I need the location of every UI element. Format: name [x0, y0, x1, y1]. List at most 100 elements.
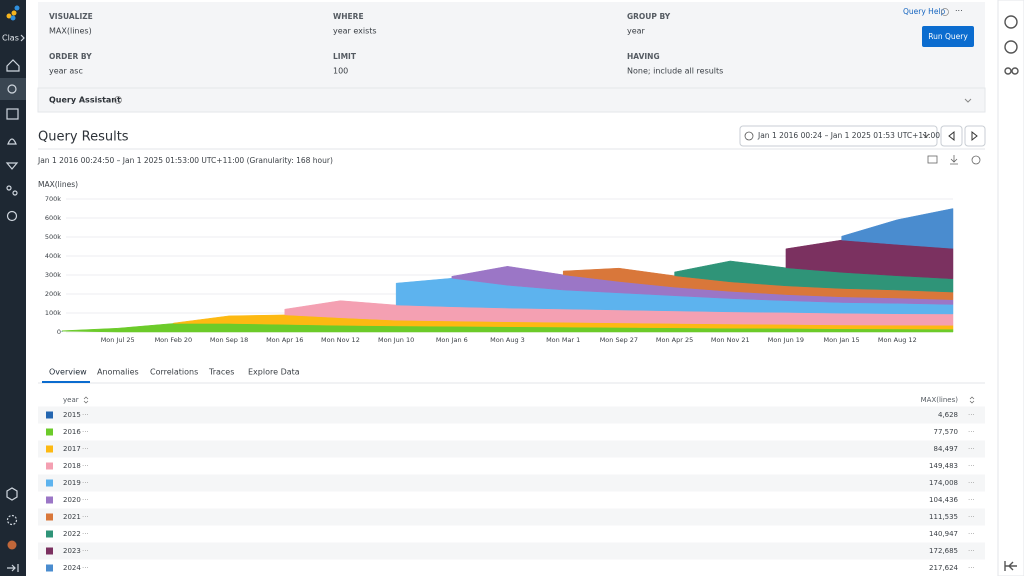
row-year: 2021 [63, 513, 81, 521]
download-button[interactable] [950, 155, 958, 165]
clock-icon [744, 131, 754, 141]
row-more[interactable]: ··· [968, 479, 975, 487]
settings-button[interactable] [971, 155, 981, 165]
row-value: 77,570 [934, 428, 959, 436]
y-tick-label: 400k [45, 252, 61, 260]
nav-slo[interactable] [5, 162, 19, 170]
row-year: 2019 [63, 479, 81, 487]
assistant-label[interactable]: Query Assistant [49, 96, 121, 105]
assistant-chevron[interactable] [964, 98, 972, 103]
row-more[interactable]: ··· [82, 547, 89, 555]
row-more[interactable]: ··· [82, 496, 89, 504]
row-more[interactable]: ··· [968, 428, 975, 436]
x-tick-label: Mon Aug 3 [490, 336, 525, 344]
field-label: VISUALIZE [49, 12, 93, 21]
tabs: Overview Anomalies Correlations Traces Explo… [42, 368, 300, 383]
field-label: GROUP BY [627, 12, 671, 21]
team-button[interactable] [1004, 67, 1019, 75]
row-more[interactable]: ··· [968, 564, 975, 572]
row-year: 2024 [63, 564, 81, 572]
assistant-bar[interactable] [37, 87, 986, 113]
row-more[interactable]: ··· [82, 445, 89, 453]
table: year MAX(lines)2015 ··· 4,628 ···2016 ··· 77,5… [38, 396, 985, 572]
nav-service-map[interactable] [6, 185, 12, 191]
results-title: Query Results [38, 130, 129, 145]
nav-home[interactable] [6, 59, 20, 72]
field-value[interactable]: 100 [333, 67, 348, 76]
x-tick-label: Mon Jan 6 [436, 336, 468, 344]
more-menu[interactable]: ··· [955, 7, 963, 16]
org-name[interactable]: Clas [2, 34, 19, 43]
row-swatch [46, 462, 53, 470]
row-more[interactable]: ··· [82, 530, 89, 538]
tab[interactable]: Overview [49, 368, 87, 377]
comment-button[interactable] [927, 155, 938, 164]
run-query-label[interactable]: Run Query [928, 32, 968, 41]
field-value[interactable]: None; include all results [627, 67, 723, 76]
nav-status[interactable] [6, 514, 18, 526]
row-more[interactable]: ··· [968, 530, 975, 538]
row-more[interactable]: ··· [968, 462, 975, 470]
chart: 0 100k 200k 300k 400k 500k 600k 700k Mon Jul 25 M… [45, 195, 954, 344]
col-header[interactable]: year [63, 396, 79, 404]
sort-icon[interactable] [83, 396, 89, 404]
field-value[interactable]: year asc [49, 67, 83, 76]
row-bg [38, 406, 985, 424]
field-label: LIMIT [333, 52, 357, 61]
nav-triggers[interactable] [7, 138, 17, 145]
query-panel [38, 2, 985, 88]
row-value: 4,628 [938, 411, 958, 419]
info-button[interactable] [1004, 15, 1018, 29]
row-swatch [46, 564, 53, 572]
row-more[interactable]: ··· [968, 445, 975, 453]
row-more[interactable]: ··· [82, 564, 89, 572]
nav-boards[interactable] [6, 108, 19, 120]
range-chevron[interactable] [922, 133, 930, 138]
tab[interactable]: Anomalies [97, 368, 139, 377]
row-more[interactable]: ··· [968, 496, 975, 504]
tab[interactable]: Explore Data [248, 368, 300, 377]
row-more[interactable]: ··· [82, 411, 89, 419]
assistant-info [114, 96, 122, 104]
row-more[interactable]: ··· [82, 462, 89, 470]
nav-history[interactable] [6, 210, 18, 222]
query-help[interactable]: Query Help [903, 7, 946, 16]
tab[interactable]: Traces [208, 368, 234, 377]
row-swatch [46, 479, 53, 487]
nav-account[interactable] [7, 540, 17, 550]
row-value: 140,947 [929, 530, 958, 538]
row-more[interactable]: ··· [968, 411, 975, 419]
row-value: 111,535 [929, 513, 958, 521]
time-range-picker[interactable] [739, 125, 938, 147]
row-more[interactable]: ··· [82, 428, 89, 436]
field-value[interactable]: year [627, 27, 646, 36]
nav-query[interactable] [7, 84, 17, 94]
expand-button[interactable] [1004, 561, 1017, 571]
row-more[interactable]: ··· [968, 547, 975, 555]
time-range[interactable]: Jan 1 2016 00:24 – Jan 1 2025 01:53 UTC+… [757, 131, 940, 140]
row-value: 84,497 [934, 445, 959, 453]
field-value[interactable]: year exists [333, 27, 377, 36]
row-more[interactable]: ··· [968, 513, 975, 521]
row-swatch [46, 428, 53, 436]
history-button[interactable] [1004, 40, 1018, 54]
col-header[interactable]: MAX(lines) [921, 396, 959, 404]
nav-collapse[interactable] [7, 564, 19, 572]
y-tick-label: 0 [57, 328, 61, 336]
row-value: 172,685 [929, 547, 958, 555]
range-forward[interactable] [964, 125, 986, 147]
row-more[interactable]: ··· [82, 479, 89, 487]
x-tick-label: Mon Apr 16 [266, 336, 303, 344]
row-more[interactable]: ··· [82, 513, 89, 521]
nav-datasets[interactable] [6, 487, 18, 501]
x-tick-label: Mon Mar 1 [546, 336, 580, 344]
field-value[interactable]: MAX(lines) [49, 27, 92, 36]
org-chevron[interactable] [20, 34, 25, 42]
row-year: 2022 [63, 530, 81, 538]
sort-icon[interactable] [969, 396, 975, 404]
range-back[interactable] [940, 125, 963, 147]
tab[interactable]: Correlations [150, 368, 198, 377]
y-tick-label: 300k [45, 271, 61, 279]
run-query-button[interactable] [922, 26, 974, 47]
